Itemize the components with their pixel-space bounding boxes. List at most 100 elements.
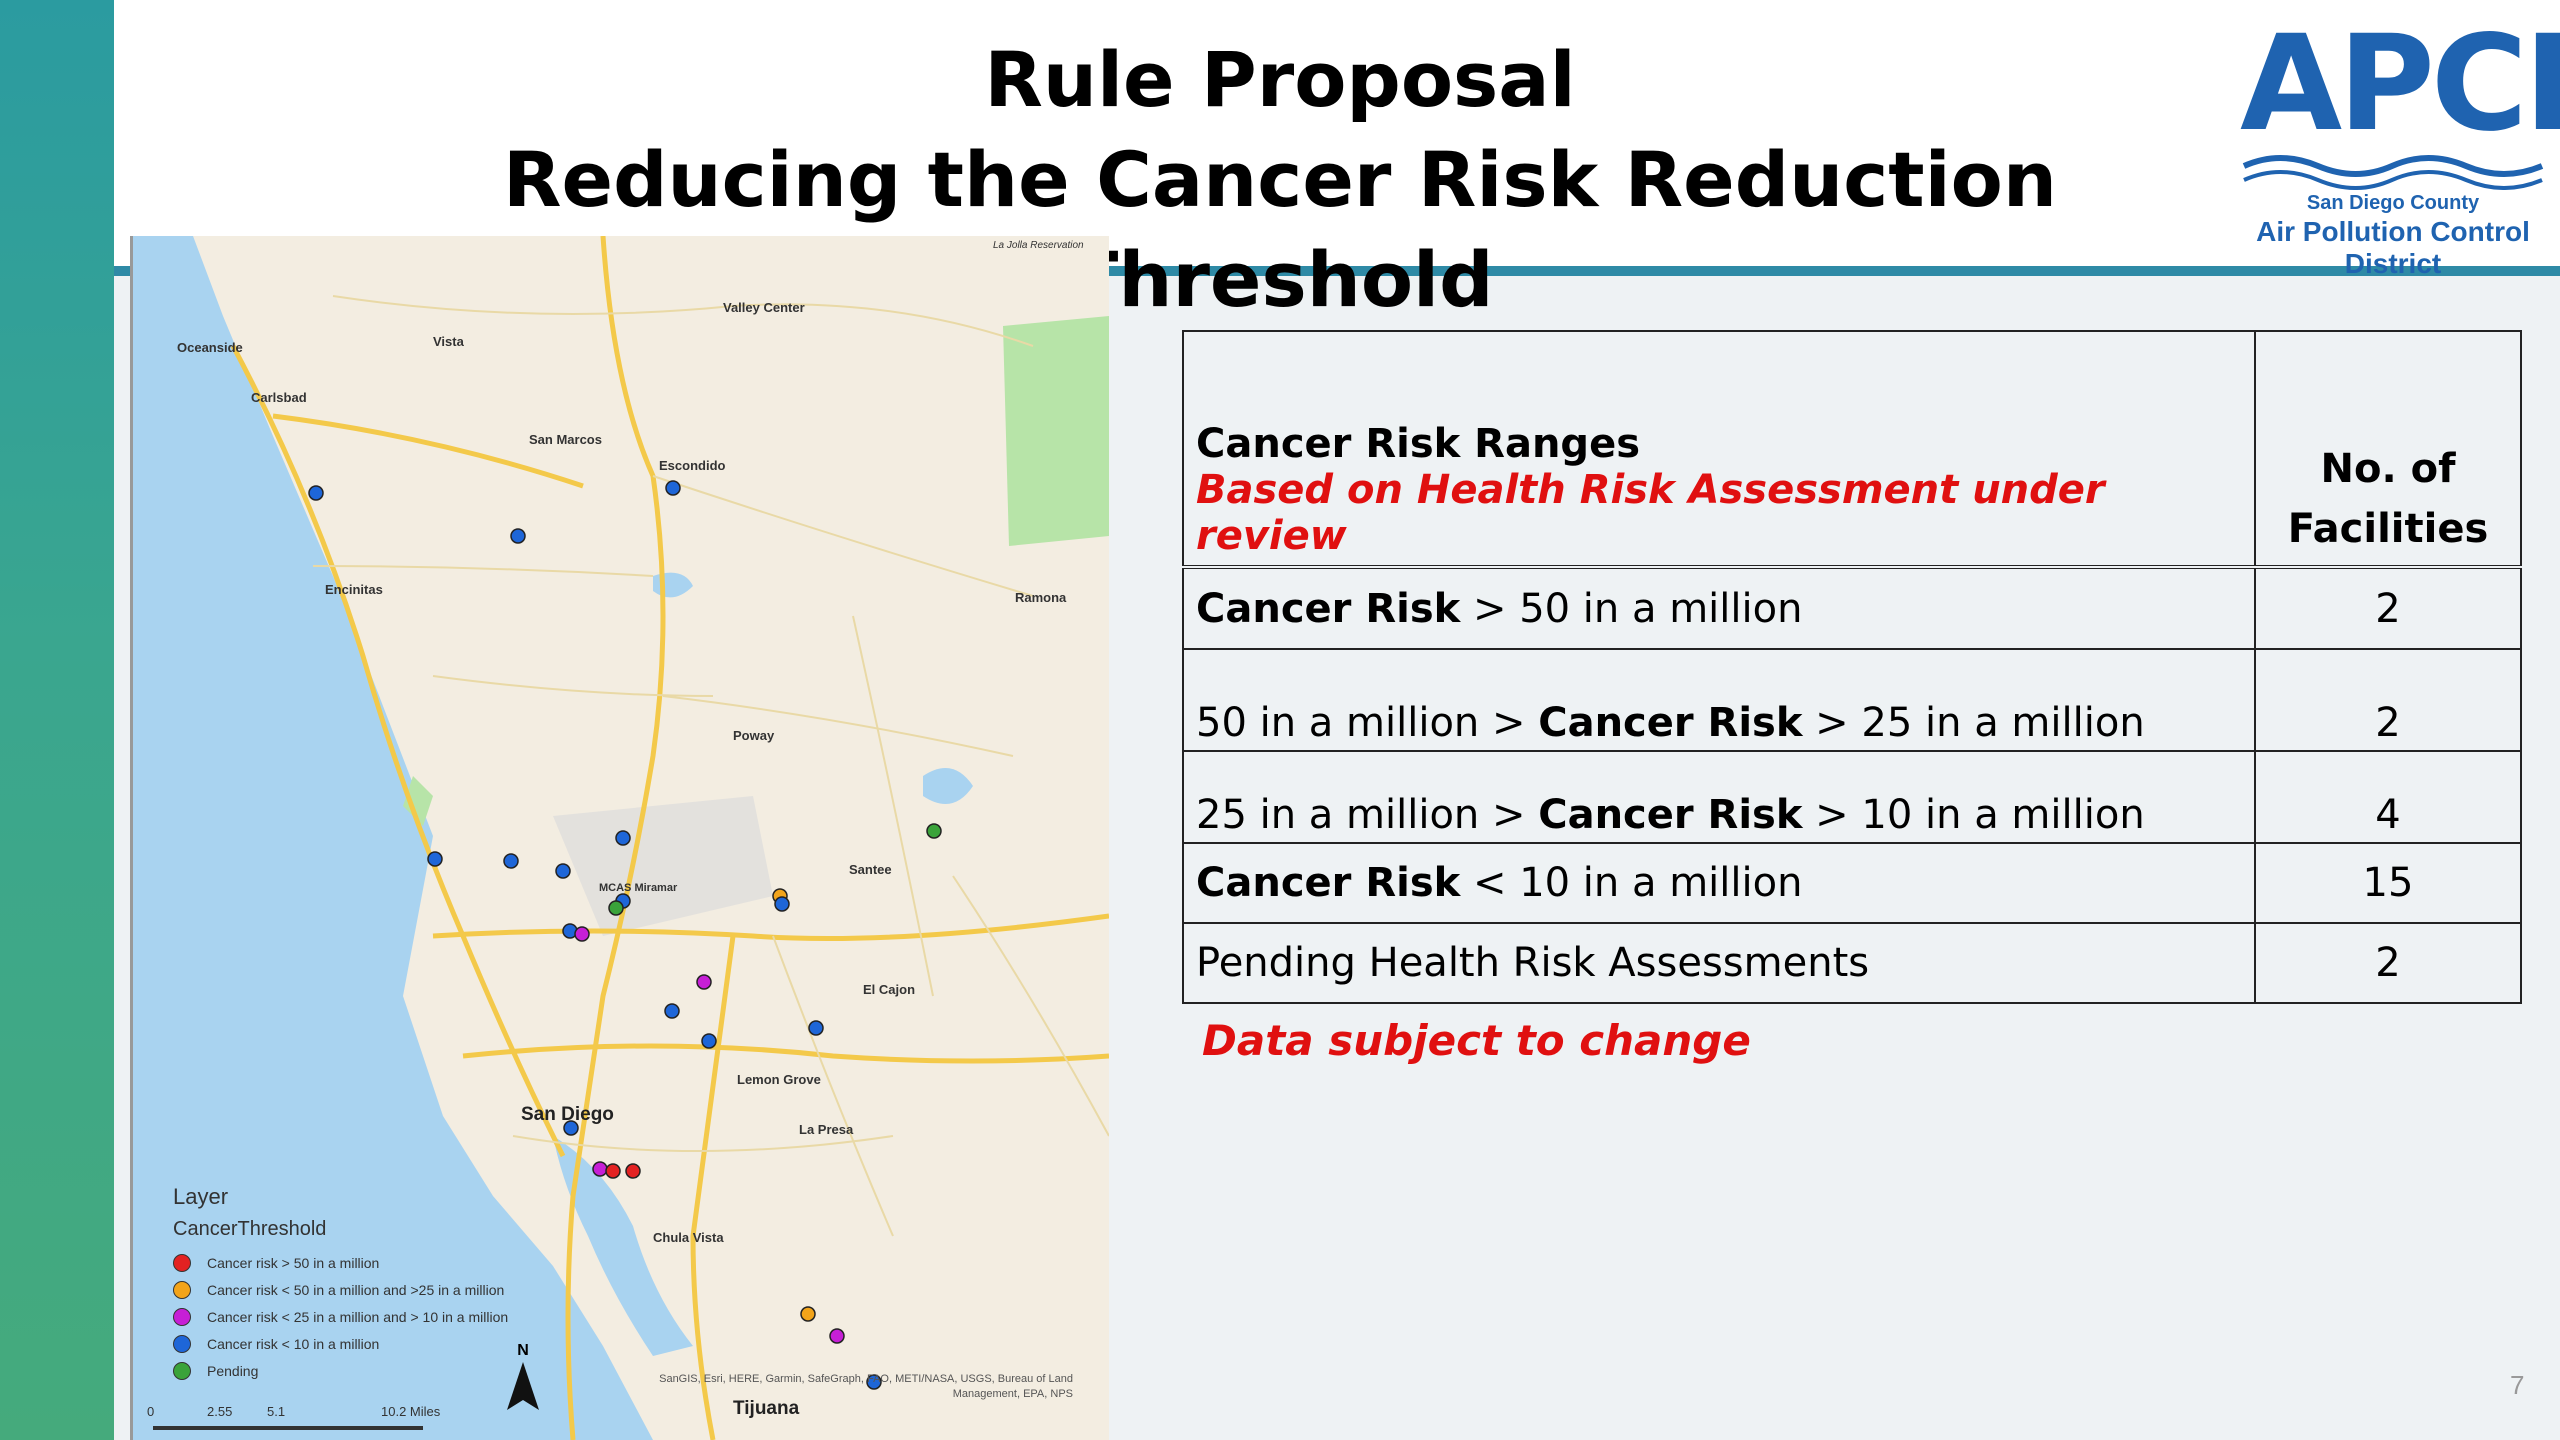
count-cell: 2 (2254, 922, 2522, 1004)
place-label: Oceanside (177, 340, 243, 355)
park-area (1003, 316, 1109, 546)
count-cell: 2 (2254, 648, 2522, 752)
facility-marker (510, 528, 526, 544)
range-cell: Cancer Risk < 10 in a million (1182, 842, 2256, 924)
risk-table-container: Cancer Risk Ranges Based on Health Risk … (1182, 330, 2522, 1004)
header-subtitle: Based on Health Risk Assessment under re… (1196, 467, 2105, 559)
count-cell: 15 (2254, 842, 2522, 924)
ocean-area (133, 236, 653, 1440)
count-cell: 2 (2254, 566, 2522, 650)
facility-marker (308, 485, 324, 501)
north-arrow-icon (507, 1362, 539, 1410)
legend-item: Cancer risk < 10 in a million (173, 1330, 593, 1357)
scale-line (153, 1426, 423, 1430)
map-basemap (133, 236, 1109, 1440)
range-post: > 10 in a million (1802, 792, 2145, 838)
miramar-area (553, 796, 773, 936)
facility-map[interactable]: Oceanside Vista Carlsbad San Marcos Esco… (130, 236, 1109, 1440)
legend-item: Pending (173, 1357, 593, 1384)
north-label: N (517, 1342, 529, 1359)
facility-marker (800, 1306, 816, 1322)
place-label: Escondido (659, 458, 726, 473)
place-label: Santee (849, 862, 892, 877)
range-post: > 50 in a million (1460, 585, 1803, 632)
range-cell: 50 in a million > Cancer Risk > 25 in a … (1182, 648, 2256, 752)
count-cell: 4 (2254, 750, 2522, 844)
san-diego-bay (553, 1136, 693, 1356)
table-row: Cancer Risk < 10 in a million 15 (1182, 842, 2522, 924)
range-bold: Cancer Risk (1196, 585, 1461, 632)
place-label: La Jolla Reservation (993, 240, 1084, 251)
logo-district: Air Pollution Control District (2256, 216, 2530, 279)
facility-marker (555, 863, 571, 879)
range-bold: Cancer Risk (1196, 860, 1461, 906)
title-line-2: Reducing the Cancer Risk Reduction Thres… (503, 135, 2057, 324)
range-pre: Pending Health Risk Assessments (1196, 940, 1870, 986)
data-note: Data subject to change (1202, 1016, 1751, 1065)
place-label: Carlsbad (251, 390, 307, 405)
logo-county: San Diego County (2306, 192, 2480, 214)
range-post: < 10 in a million (1460, 860, 1803, 906)
map-attribution: SanGIS, Esri, HERE, Garmin, SafeGraph, F… (659, 1373, 1073, 1400)
place-label: San Diego (521, 1104, 614, 1125)
facility-markers (308, 480, 942, 1390)
header-label: Cancer Risk Ranges (1196, 421, 1641, 467)
facility-marker (829, 1328, 845, 1344)
logo-wordmark: APCD (2240, 7, 2560, 161)
table-row: 25 in a million > Cancer Risk > 10 in a … (1182, 750, 2522, 844)
apcd-logo: APCD San Diego County Air Pollution Cont… (2240, 7, 2560, 279)
legend-dot-purple (173, 1307, 191, 1326)
legend-dot-red (173, 1253, 191, 1272)
header-rule (114, 266, 2560, 276)
facility-marker (592, 1161, 608, 1177)
facility-marker (774, 896, 790, 912)
range-cell: Pending Health Risk Assessments (1182, 922, 2256, 1004)
legend-item-label: Cancer risk < 25 in a million and > 10 i… (207, 1308, 509, 1325)
range-pre: 50 in a million > (1196, 700, 1539, 746)
facility-marker (866, 1374, 882, 1390)
place-label: Chula Vista (653, 1230, 724, 1245)
title-line-1: Rule Proposal (984, 35, 1576, 124)
facility-marker (926, 823, 942, 839)
facility-marker (664, 1003, 680, 1019)
legend-item: Cancer risk < 25 in a million and > 10 i… (173, 1303, 593, 1330)
table-row: 50 in a million > Cancer Risk > 25 in a … (1182, 648, 2522, 752)
side-accent-bar (0, 0, 114, 1440)
place-label: Tijuana (733, 1398, 800, 1419)
table-header-row: Cancer Risk Ranges Based on Health Risk … (1182, 330, 2522, 569)
range-bold: Cancer Risk (1538, 700, 1803, 746)
park-area-2 (403, 776, 433, 826)
range-bold: Cancer Risk (1538, 792, 1803, 838)
legend-item: Cancer risk < 50 in a million and >25 in… (173, 1276, 593, 1303)
facility-marker (701, 1033, 717, 1049)
place-label: El Cajon (863, 982, 916, 997)
major-roads (230, 236, 1109, 1440)
range-cell: 25 in a million > Cancer Risk > 10 in a … (1182, 750, 2256, 844)
scale-label: 2.55 (207, 1404, 233, 1419)
facility-marker (665, 480, 681, 496)
legend-item-label: Pending (207, 1362, 259, 1379)
place-label: Poway (733, 728, 775, 743)
facility-marker (605, 1163, 621, 1179)
table-row: Cancer Risk > 50 in a million 2 (1182, 566, 2522, 650)
legend-item-label: Cancer risk < 50 in a million and >25 in… (207, 1281, 505, 1298)
page-number: 7 (2510, 1370, 2525, 1400)
scale-label: 0 (147, 1404, 155, 1419)
facility-marker (503, 853, 519, 869)
scale-label: 5.1 (267, 1404, 286, 1419)
facility-marker (808, 1020, 824, 1036)
logo-waves-icon (2242, 155, 2544, 190)
header-area (114, 0, 2560, 272)
range-post: > 25 in a million (1802, 700, 2145, 746)
place-label: Vista (433, 334, 464, 349)
place-label: La Presa (799, 1122, 854, 1137)
facility-marker (427, 851, 443, 867)
legend-item-label: Cancer risk > 50 in a million (207, 1254, 380, 1271)
place-label: Lemon Grove (737, 1072, 821, 1087)
facility-marker (563, 1120, 579, 1136)
range-cell: Cancer Risk > 50 in a million (1182, 566, 2256, 650)
table-row: Pending Health Risk Assessments 2 (1182, 922, 2522, 1004)
header-cell-ranges: Cancer Risk Ranges Based on Health Risk … (1182, 330, 2256, 569)
facility-marker (574, 926, 590, 942)
